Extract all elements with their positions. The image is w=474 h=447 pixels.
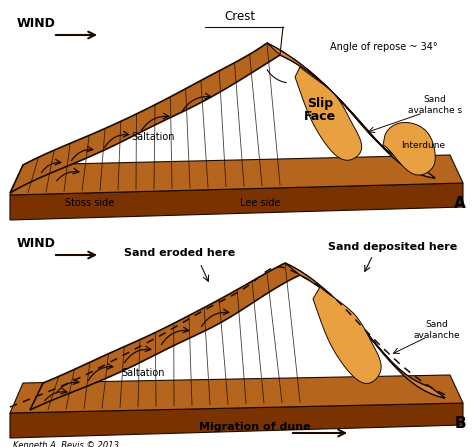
Text: Angle of repose ~ 34°: Angle of repose ~ 34° <box>330 42 438 52</box>
Polygon shape <box>10 183 463 220</box>
Text: B: B <box>454 416 466 430</box>
Text: Slip: Slip <box>307 97 333 110</box>
Polygon shape <box>10 43 435 193</box>
Text: Interdune: Interdune <box>401 140 445 149</box>
Text: WIND: WIND <box>17 17 56 30</box>
Text: Migration of dune: Migration of dune <box>199 422 311 432</box>
Text: Kenneth A. Bevis © 2013: Kenneth A. Bevis © 2013 <box>13 441 119 447</box>
Text: Saltation: Saltation <box>121 368 165 378</box>
Text: Sand eroded here: Sand eroded here <box>124 248 236 258</box>
Polygon shape <box>267 43 435 178</box>
Polygon shape <box>313 287 381 384</box>
Text: WIND: WIND <box>17 237 56 250</box>
Text: Sand deposited here: Sand deposited here <box>328 242 457 252</box>
Text: Sand
avalanche s: Sand avalanche s <box>408 95 462 115</box>
Text: Sand
avalanche: Sand avalanche <box>414 320 460 340</box>
Text: Saltation: Saltation <box>131 132 175 142</box>
Polygon shape <box>10 403 463 438</box>
Text: Lee side: Lee side <box>240 198 280 208</box>
Polygon shape <box>10 375 463 413</box>
Text: Crest: Crest <box>224 10 255 23</box>
Polygon shape <box>285 263 445 398</box>
Polygon shape <box>383 122 435 175</box>
Polygon shape <box>30 263 445 410</box>
Text: Stoss side: Stoss side <box>65 198 115 208</box>
Polygon shape <box>10 155 463 195</box>
Polygon shape <box>295 67 362 160</box>
Text: Face: Face <box>304 110 336 123</box>
Text: A: A <box>454 195 466 211</box>
